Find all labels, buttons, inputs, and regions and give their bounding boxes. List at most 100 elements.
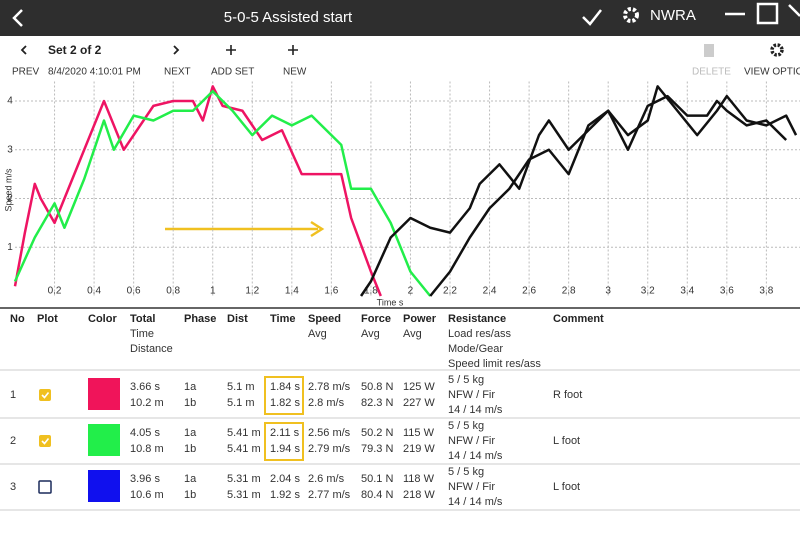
x-tick-label: 1.2 [245,286,259,297]
set-label: Set 2 of 2 [48,43,102,57]
cell-resistance: 14 / 14 m/s [448,404,503,416]
cell-resistance: NFW / Fir [448,481,495,493]
prev-button[interactable]: PREV [12,67,40,78]
cell-dist: 5.1 m [227,397,255,409]
column-header: Total [130,313,155,325]
checkbox-check [41,438,50,445]
cell-resistance: 5 / 5 kg [448,420,484,432]
column-header: Color [88,313,117,325]
next-icon[interactable] [173,45,180,55]
cell-total: 3.96 s [130,473,160,485]
cell-power: 218 W [403,489,435,501]
x-tick-label: 1 [210,286,216,297]
back-button[interactable] [12,9,23,27]
cell-phase: 1a [184,427,197,439]
checkbox[interactable] [39,435,51,447]
cell-comment: L foot [553,435,580,447]
cell-total: 10.2 m [130,397,164,409]
time-highlight [264,376,304,415]
x-tick-label: 3.8 [759,286,773,297]
user-name[interactable]: NWRA [650,7,696,24]
close-button[interactable] [788,4,800,17]
x-tick-label: 3.2 [641,286,655,297]
view-options-icon[interactable] [770,43,784,57]
cell-speed: 2.77 m/s [308,489,351,501]
view-options-button[interactable]: VIEW OPTIO [744,67,800,78]
x-tick-label: 0.2 [48,286,62,297]
color-swatch[interactable] [88,378,120,410]
column-header: Avg [308,328,327,340]
prev-icon[interactable] [20,45,27,55]
cell-total: 10.6 m [130,489,164,501]
cell-force: 82.3 N [361,397,393,409]
new-button[interactable]: NEW [283,67,307,78]
x-tick-label: 1.8 [364,286,378,297]
checkbox[interactable] [39,389,51,401]
y-axis-label: Speed m/s [3,168,13,212]
y-tick-label: 4 [7,96,13,107]
cell-resistance: 5 / 5 kg [448,374,484,386]
cell-total: 3.66 s [130,381,160,393]
cell-phase: 1b [184,397,196,409]
x-tick-label: 3.4 [680,286,694,297]
y-tick-label: 2 [7,193,13,204]
x-tick-label: 2.2 [443,286,457,297]
cell-time: 2.04 s [270,473,300,485]
x-tick-label: 3.6 [720,286,734,297]
cell-dist: 5.41 m [227,427,261,439]
column-header: Mode/Gear [448,343,503,355]
x-tick-label: 1.6 [324,286,338,297]
delete-icon [704,44,714,57]
row-number: 3 [10,481,16,493]
maximize-button[interactable] [756,2,779,25]
y-tick-label: 1 [7,242,13,253]
column-header: Time [130,328,154,340]
cell-total: 10.8 m [130,443,164,455]
x-tick-label: 2.4 [483,286,497,297]
cell-phase: 1b [184,443,196,455]
column-header: Load res/ass [448,328,511,340]
cell-power: 227 W [403,397,435,409]
checkbox[interactable] [38,480,52,494]
speed-line [359,94,788,297]
x-tick-label: 2 [408,286,414,297]
cell-time: 1.84 s [270,381,300,393]
x-axis-label: Time s [377,297,404,307]
column-header: Resistance [448,313,506,325]
cell-comment: R foot [553,389,582,401]
column-header: Comment [553,313,604,325]
color-swatch[interactable] [88,470,120,502]
cell-power: 115 W [403,427,435,439]
column-header: Dist [227,313,248,325]
cell-speed: 2.6 m/s [308,473,345,485]
time-highlight [264,422,304,461]
x-tick-label: 1.4 [285,286,299,297]
column-header: No [10,313,25,325]
cell-speed: 2.56 m/s [308,427,351,439]
cell-resistance: 14 / 14 m/s [448,450,503,462]
cell-speed: 2.78 m/s [308,381,351,393]
column-header: Plot [37,313,58,325]
cell-force: 50.8 N [361,381,393,393]
confirm-button[interactable] [582,9,602,26]
color-swatch[interactable] [88,424,120,456]
cell-time: 1.92 s [270,489,300,501]
x-tick-label: 2.6 [522,286,536,297]
cell-power: 125 W [403,381,435,393]
next-button[interactable]: NEXT [164,67,191,78]
speed-line [13,85,382,297]
add-icons[interactable] [226,45,298,55]
add-set-button[interactable]: ADD SET [211,67,254,78]
cell-dist: 5.31 m [227,489,261,501]
x-tick-label: 3 [605,286,611,297]
title-bar [0,0,800,36]
y-tick-label: 3 [7,144,13,155]
cell-force: 79.3 N [361,443,393,455]
checkbox-check [41,392,50,399]
column-header: Speed [308,313,341,325]
settings-icon[interactable] [623,7,639,23]
annotation-arrowhead [310,220,325,238]
column-header: Phase [184,313,216,325]
